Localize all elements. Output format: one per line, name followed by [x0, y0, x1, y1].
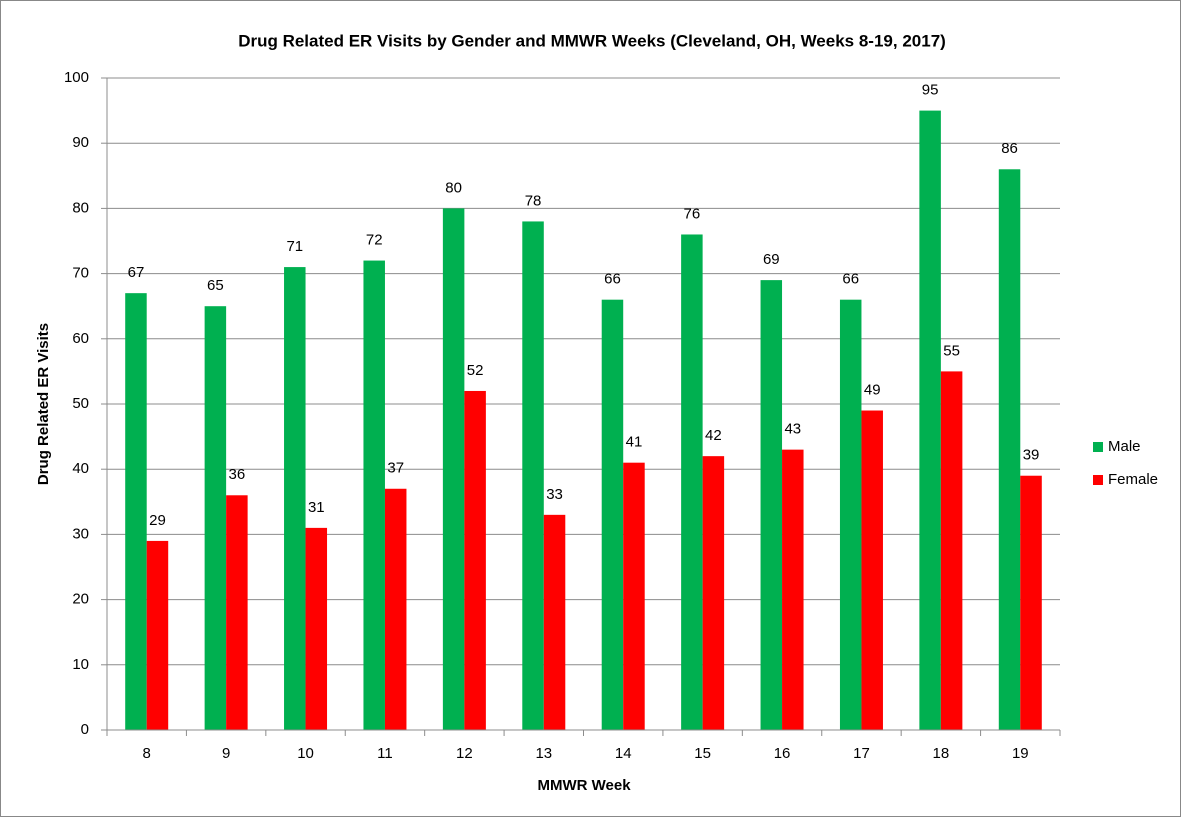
- data-label: 43: [784, 421, 801, 438]
- y-tick-label: 70: [72, 265, 89, 282]
- data-label: 39: [1023, 447, 1040, 464]
- x-tick-label: 13: [535, 745, 552, 762]
- data-label: 78: [525, 192, 542, 209]
- data-label: 80: [445, 179, 462, 196]
- x-tick-label: 18: [933, 745, 950, 762]
- x-tick-label: 10: [297, 745, 314, 762]
- x-tick-label: 15: [694, 745, 711, 762]
- legend-swatch: [1093, 442, 1103, 452]
- bar: [543, 514, 566, 730]
- data-label: 67: [128, 264, 145, 281]
- data-label: 66: [604, 271, 621, 288]
- bar: [601, 299, 624, 730]
- bar: [623, 462, 645, 730]
- y-tick-label: 90: [72, 134, 89, 151]
- data-label: 37: [387, 460, 404, 477]
- bar: [522, 221, 544, 730]
- bar: [919, 110, 941, 731]
- y-tick-label: 40: [72, 460, 89, 477]
- data-label: 31: [308, 499, 325, 516]
- data-label: 72: [366, 232, 383, 249]
- data-label: 42: [705, 427, 722, 444]
- x-tick-label: 17: [853, 745, 870, 762]
- data-label: 29: [149, 512, 166, 529]
- legend-label: Female: [1108, 471, 1158, 488]
- bar: [782, 449, 804, 730]
- bar: [305, 527, 328, 730]
- bar: [284, 267, 306, 730]
- y-tick-label: 30: [72, 525, 89, 542]
- bar: [861, 410, 883, 730]
- data-label: 95: [922, 82, 939, 99]
- x-tick-label: 14: [615, 745, 632, 762]
- bar: [226, 495, 248, 730]
- bar: [940, 371, 963, 730]
- data-label: 52: [467, 362, 484, 379]
- x-tick-label: 19: [1012, 745, 1029, 762]
- bar: [760, 280, 783, 730]
- data-label: 69: [763, 251, 780, 268]
- data-label: 86: [1001, 140, 1018, 157]
- y-axis-title: Drug Related ER Visits: [35, 323, 52, 485]
- bar: [146, 540, 169, 730]
- data-label: 66: [842, 271, 859, 288]
- x-tick-label: 9: [222, 745, 230, 762]
- y-tick-label: 20: [72, 591, 89, 608]
- bar: [204, 306, 227, 730]
- y-tick-label: 100: [64, 69, 89, 86]
- x-tick-label: 12: [456, 745, 473, 762]
- data-label: 71: [286, 238, 303, 255]
- legend-swatch: [1093, 475, 1103, 485]
- legend-label: Male: [1108, 438, 1141, 455]
- y-tick-label: 50: [72, 395, 89, 412]
- x-tick-label: 11: [377, 745, 393, 762]
- bar: [384, 488, 407, 730]
- y-tick-label: 60: [72, 330, 89, 347]
- data-label: 55: [943, 342, 960, 359]
- bar: [464, 390, 486, 730]
- y-tick-label: 10: [72, 656, 89, 673]
- bar: [125, 293, 147, 730]
- x-tick-label: 8: [143, 745, 151, 762]
- data-label: 41: [626, 434, 643, 451]
- data-label: 65: [207, 277, 224, 294]
- bar: [998, 169, 1021, 730]
- bar: [442, 208, 465, 730]
- bar: [839, 299, 862, 730]
- x-tick-label: 16: [774, 745, 791, 762]
- y-tick-label: 80: [72, 199, 89, 216]
- bar: [363, 260, 385, 730]
- bar: [702, 456, 725, 730]
- x-axis-title: MMWR Week: [537, 777, 631, 794]
- data-label: 36: [229, 466, 246, 483]
- data-label: 49: [864, 381, 881, 398]
- bar: [681, 234, 703, 731]
- data-label: 76: [684, 205, 701, 222]
- data-label: 33: [546, 486, 563, 503]
- bar: [1020, 475, 1042, 730]
- y-tick-label: 0: [81, 721, 89, 738]
- chart-title: Drug Related ER Visits by Gender and MMW…: [238, 31, 946, 50]
